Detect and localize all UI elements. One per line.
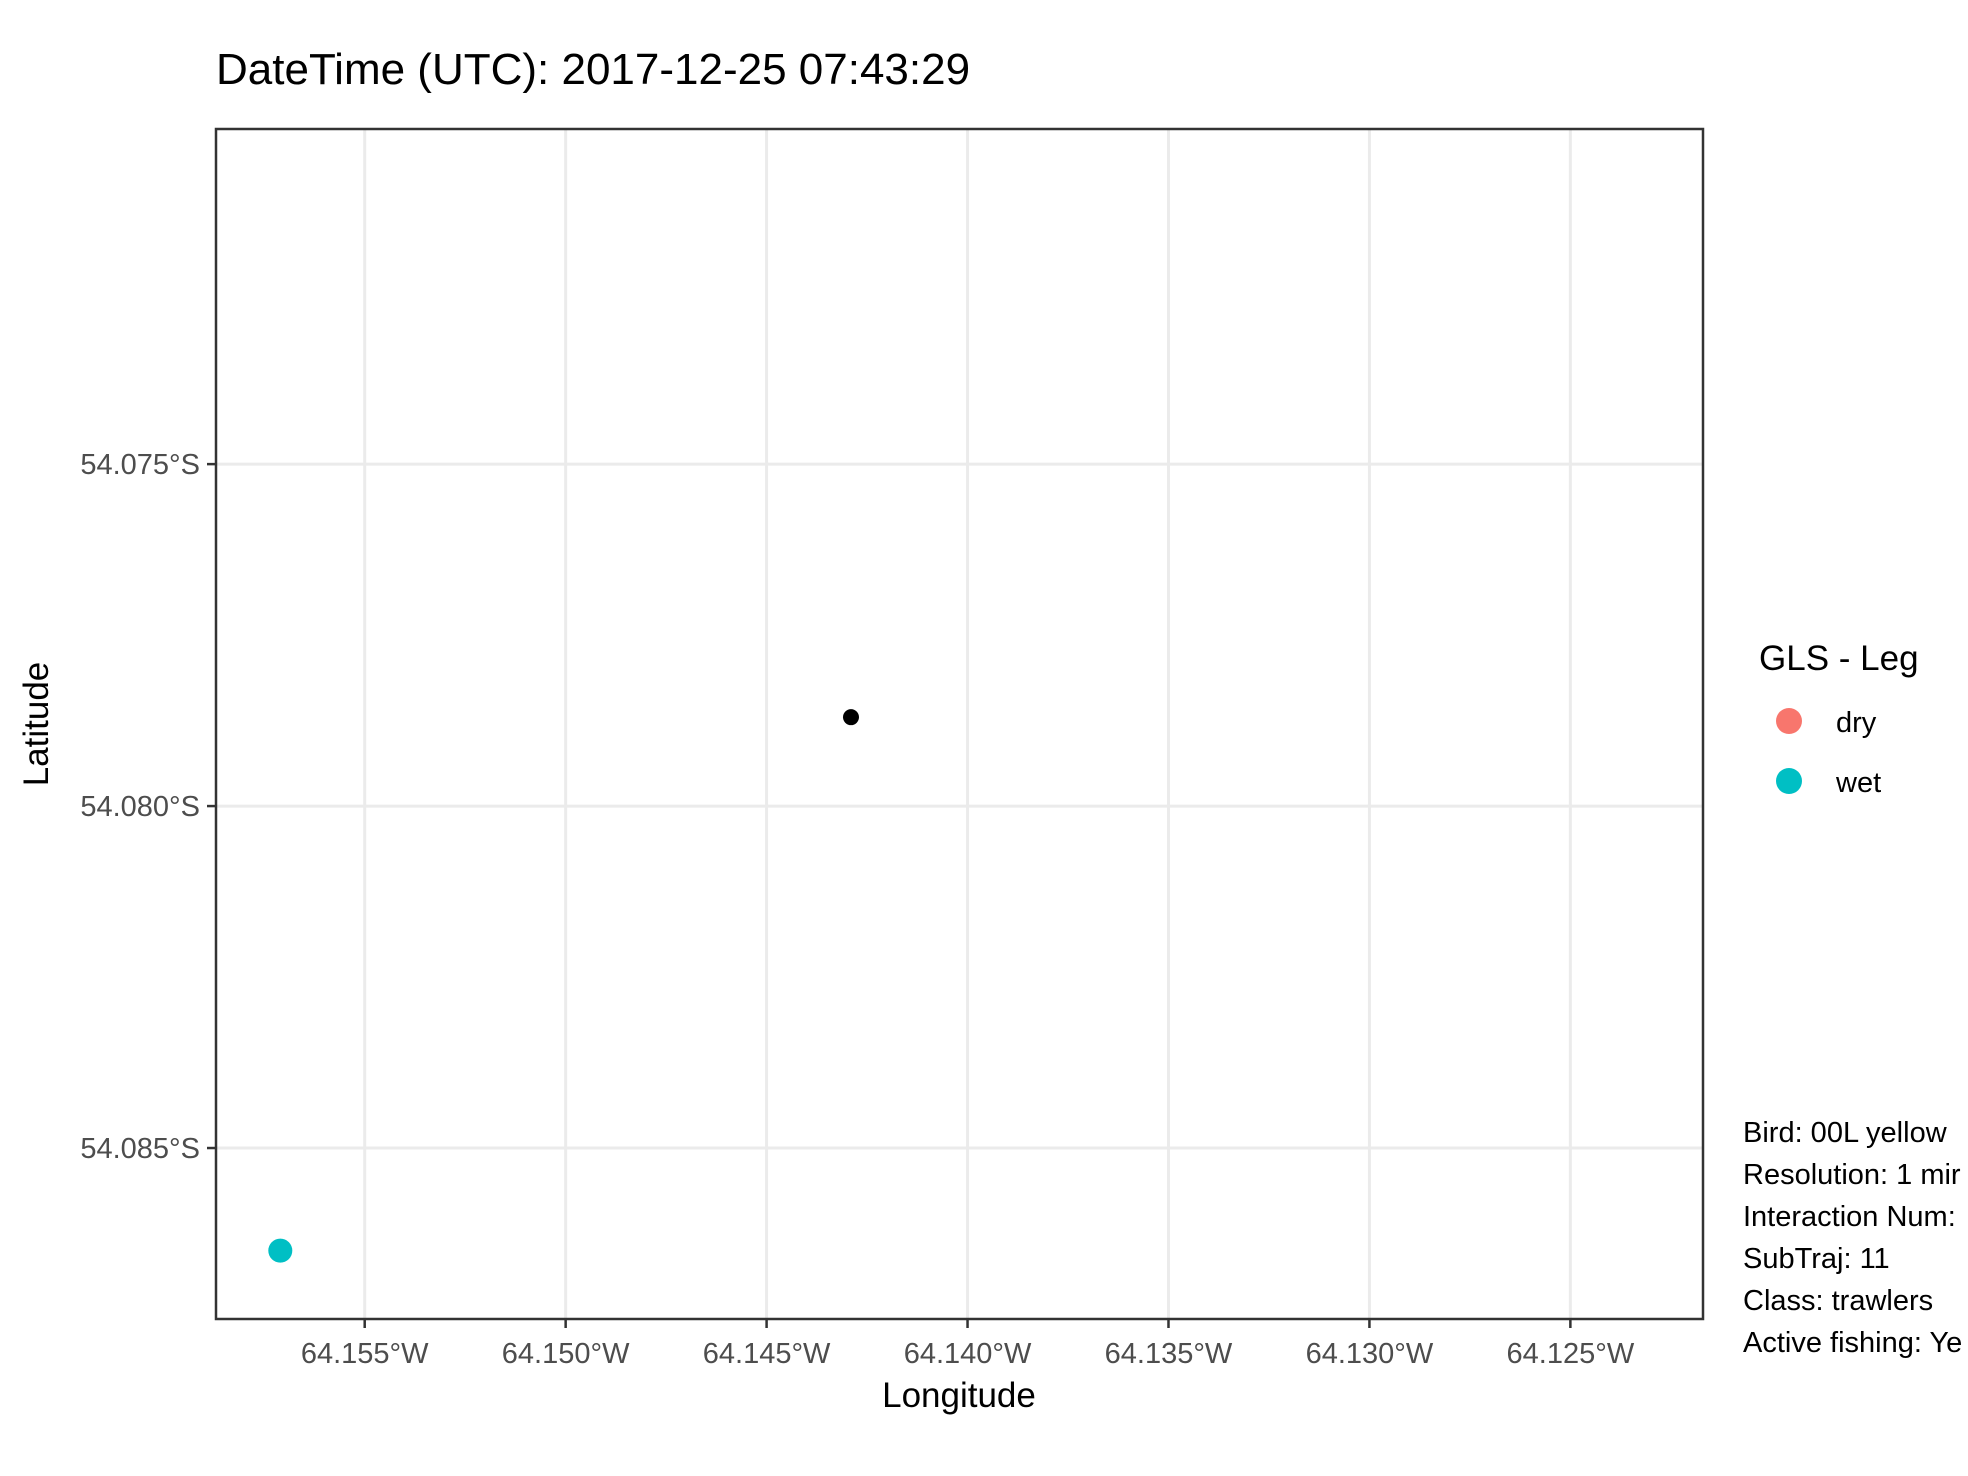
- info-line: Resolution: 1 mir: [1743, 1159, 1961, 1191]
- legend-key-dry: [1776, 708, 1802, 734]
- info-line: Bird: 00L yellow: [1743, 1117, 1948, 1149]
- chart-title: DateTime (UTC): 2017-12-25 07:43:29: [216, 45, 970, 94]
- info-line: SubTraj: 11: [1743, 1243, 1890, 1275]
- data-point-wet: [268, 1238, 293, 1263]
- legend-label-dry: dry: [1836, 707, 1877, 739]
- data-point-current: [842, 709, 859, 726]
- x-axis-title: Longitude: [882, 1376, 1036, 1415]
- plot-panel-border: [214, 127, 1705, 1321]
- info-line: Interaction Num:: [1743, 1201, 1956, 1233]
- x-tick-label: 64.150°W: [502, 1338, 630, 1370]
- info-annotations: Bird: 00L yellow Resolution: 1 mir Interac…: [1743, 1117, 1962, 1359]
- legend-label-wet: wet: [1835, 767, 1881, 799]
- legend-entries: dry wet: [1776, 707, 1881, 799]
- x-tick-label: 64.130°W: [1306, 1338, 1434, 1370]
- info-line: Class: trawlers: [1743, 1285, 1933, 1317]
- legend-title: GLS - Leg: [1759, 639, 1919, 678]
- grid-layer: [216, 129, 1703, 1319]
- y-tick-label: 54.080°S: [80, 791, 200, 823]
- x-tick-label: 64.125°W: [1507, 1338, 1635, 1370]
- x-tick-label: 64.145°W: [703, 1338, 831, 1370]
- legend-key-wet: [1776, 768, 1802, 794]
- x-tick-label: 64.140°W: [904, 1338, 1032, 1370]
- y-axis-title: Latitude: [17, 662, 56, 787]
- legend: GLS - Leg dry wet: [1759, 639, 1919, 799]
- info-line: Active fishing: Ye: [1743, 1327, 1962, 1359]
- data-points: [268, 709, 859, 1263]
- y-tick-label: 54.075°S: [80, 449, 200, 481]
- x-tick-label: 64.155°W: [301, 1338, 429, 1370]
- y-tick-label: 54.085°S: [80, 1133, 200, 1165]
- axis-ticks: 64.155°W 64.150°W 64.145°W 64.140°W 64.135°W…: [80, 449, 1634, 1370]
- x-tick-label: 64.135°W: [1105, 1338, 1233, 1370]
